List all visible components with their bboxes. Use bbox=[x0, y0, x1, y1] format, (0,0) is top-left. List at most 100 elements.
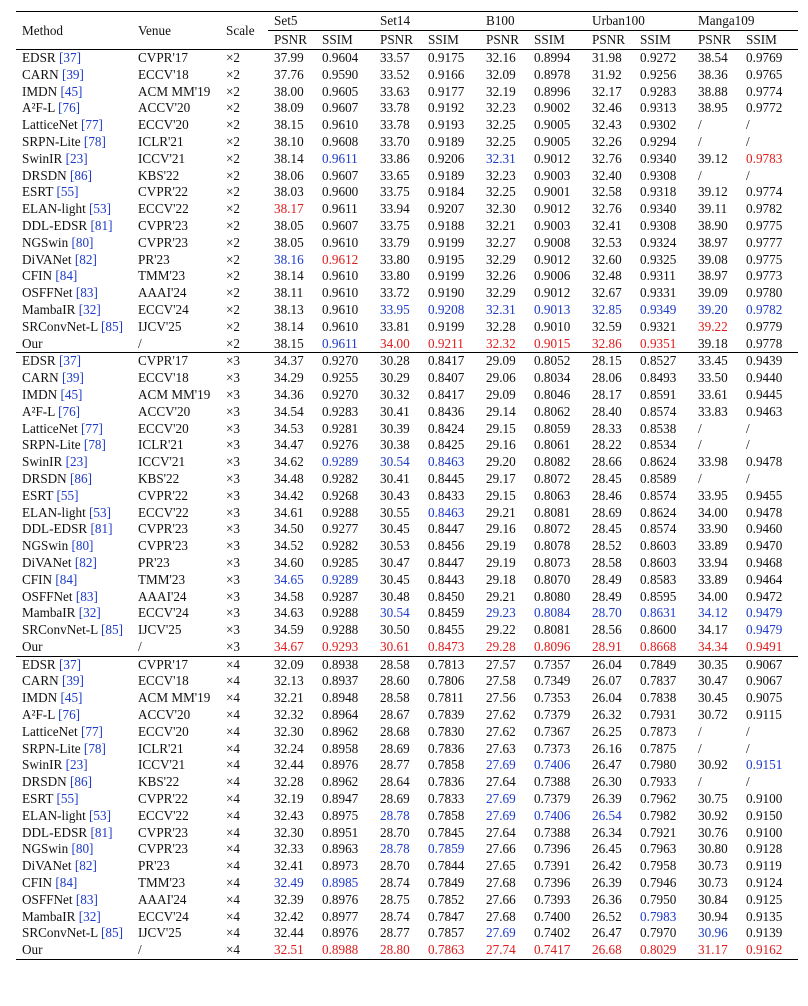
citation-link[interactable]: [23] bbox=[65, 757, 88, 773]
citation-link[interactable]: [45] bbox=[60, 386, 83, 402]
citation-link[interactable]: [76] bbox=[58, 403, 81, 419]
psnr-cell: 39.22 bbox=[698, 318, 728, 334]
method-name: EDSR bbox=[22, 50, 56, 65]
citation-link[interactable]: [84] bbox=[55, 875, 78, 891]
scale-cell-x2: ×2 bbox=[226, 150, 241, 166]
citation-link[interactable]: [77] bbox=[80, 723, 103, 739]
citation-link[interactable]: [83] bbox=[75, 588, 98, 604]
table-row: DDL-EDSR [81] CVPR'23 ×2 38.05 0.9607 33.75 0.… bbox=[16, 218, 798, 235]
ssim-cell: 0.8595 bbox=[640, 588, 677, 604]
citation-link[interactable]: [85] bbox=[101, 318, 123, 334]
psnr-cell: 38.06 bbox=[274, 167, 304, 183]
psnr-cell: 34.29 bbox=[274, 370, 304, 386]
citation-link[interactable]: [82] bbox=[74, 554, 97, 570]
citation-link[interactable]: [85] bbox=[101, 925, 123, 941]
citation-link[interactable]: [37] bbox=[59, 353, 81, 369]
citation-link[interactable]: [84] bbox=[55, 571, 78, 587]
ssim-cell: 0.9318 bbox=[640, 184, 677, 200]
ssim-cell: 0.9479 bbox=[746, 622, 783, 638]
psnr-cell: 28.40 bbox=[592, 403, 622, 419]
citation-link[interactable]: [55] bbox=[56, 184, 79, 200]
header-dataset-manga109: Manga109 bbox=[692, 11, 799, 31]
psnr-cell: 30.92 bbox=[698, 807, 728, 823]
psnr-cell: 32.44 bbox=[274, 925, 304, 941]
psnr-cell: 33.75 bbox=[380, 217, 410, 233]
citation-link[interactable]: [78] bbox=[83, 740, 106, 756]
ssim-cell: 0.7388 bbox=[534, 774, 571, 790]
psnr-cell: 27.74 bbox=[480, 942, 529, 961]
psnr-cell: 28.49 bbox=[592, 588, 622, 604]
citation-link[interactable]: [86] bbox=[70, 774, 92, 790]
citation-link[interactable]: [39] bbox=[61, 370, 84, 386]
ssim-cell: 0.7839 bbox=[428, 707, 465, 723]
psnr-cell: 32.27 bbox=[486, 234, 516, 250]
citation-link[interactable]: [32] bbox=[78, 301, 101, 317]
citation-link[interactable]: [77] bbox=[80, 117, 103, 133]
ssim-cell: 0.9782 bbox=[746, 201, 783, 217]
citation-link[interactable]: [55] bbox=[56, 791, 79, 807]
citation-link[interactable]: [78] bbox=[83, 437, 106, 453]
method-name: DDL-EDSR bbox=[22, 824, 88, 840]
citation-link[interactable]: [84] bbox=[55, 268, 78, 284]
citation-link[interactable]: [37] bbox=[59, 656, 81, 672]
venue-cell: ICCV'21 bbox=[138, 150, 186, 166]
citation-link[interactable]: [39] bbox=[61, 673, 84, 689]
citation-link[interactable]: [53] bbox=[89, 201, 112, 217]
citation-link[interactable]: [81] bbox=[90, 217, 113, 233]
citation-link[interactable]: [86] bbox=[70, 167, 92, 183]
psnr-cell: 27.68 bbox=[486, 908, 516, 924]
citation-link[interactable]: [76] bbox=[58, 100, 81, 116]
method-cell: SRConvNet-L [85] bbox=[16, 925, 132, 942]
psnr-cell: 29.28 bbox=[486, 638, 516, 654]
citation-link[interactable]: [76] bbox=[58, 707, 81, 723]
citation-link[interactable]: [80] bbox=[71, 234, 94, 250]
psnr-cell: 32.28 bbox=[486, 318, 516, 334]
citation-link[interactable]: [83] bbox=[75, 891, 98, 907]
psnr-cell: 30.45 bbox=[380, 571, 410, 587]
citation-link[interactable]: [39] bbox=[61, 66, 84, 82]
citation-link[interactable]: [83] bbox=[75, 285, 98, 301]
citation-link[interactable]: [23] bbox=[65, 454, 88, 470]
ssim-cell: 0.9321 bbox=[640, 318, 677, 334]
citation-link[interactable]: [55] bbox=[56, 487, 79, 503]
citation-link[interactable]: [80] bbox=[71, 841, 94, 857]
citation-link[interactable]: [81] bbox=[90, 824, 113, 840]
citation-link[interactable]: [80] bbox=[71, 538, 94, 554]
scale-cell-x2: ×2 bbox=[226, 268, 241, 284]
ssim-cell: 0.9206 bbox=[428, 150, 465, 166]
psnr-cell: / bbox=[698, 133, 702, 149]
psnr-cell: 28.70 bbox=[380, 824, 410, 840]
citation-link[interactable]: [32] bbox=[78, 908, 101, 924]
citation-link[interactable]: [37] bbox=[59, 50, 81, 65]
method-name: Our bbox=[22, 335, 43, 351]
ssim-cell: 0.8603 bbox=[640, 538, 677, 554]
scale-cell-x4: ×4 bbox=[226, 891, 241, 907]
psnr-cell: 32.48 bbox=[592, 268, 622, 284]
citation-link[interactable]: [82] bbox=[74, 858, 97, 874]
citation-link[interactable]: [45] bbox=[60, 83, 83, 99]
ssim-cell: 0.9610 bbox=[322, 117, 359, 133]
psnr-cell: 34.00 bbox=[380, 335, 410, 351]
citation-link[interactable]: [45] bbox=[60, 690, 83, 706]
venue-cell: ECCV'22 bbox=[138, 807, 189, 823]
psnr-cell: 38.14 bbox=[274, 150, 304, 166]
citation-link[interactable]: [77] bbox=[80, 420, 103, 436]
ssim-cell: 0.9340 bbox=[640, 150, 677, 166]
scale-cell-x3: ×3 bbox=[226, 622, 241, 638]
method-name: CFIN bbox=[22, 875, 53, 891]
citation-link[interactable]: [85] bbox=[101, 622, 123, 638]
psnr-cell: 32.21 bbox=[274, 690, 304, 706]
method-cell: DiVANet [82] bbox=[16, 555, 132, 572]
citation-link[interactable]: [53] bbox=[89, 807, 112, 823]
citation-link[interactable]: [82] bbox=[74, 251, 97, 267]
method-cell: CARN [39] bbox=[16, 370, 132, 387]
citation-link[interactable]: [78] bbox=[83, 133, 106, 149]
method-cell: DDL-EDSR [81] bbox=[16, 825, 132, 842]
method-name: ELAN-light bbox=[22, 504, 86, 520]
citation-link[interactable]: [32] bbox=[78, 605, 101, 621]
citation-link[interactable]: [81] bbox=[90, 521, 113, 537]
citation-link[interactable]: [86] bbox=[70, 470, 92, 486]
citation-link[interactable]: [53] bbox=[89, 504, 112, 520]
ssim-cell: 0.8072 bbox=[534, 470, 571, 486]
citation-link[interactable]: [23] bbox=[65, 150, 88, 166]
